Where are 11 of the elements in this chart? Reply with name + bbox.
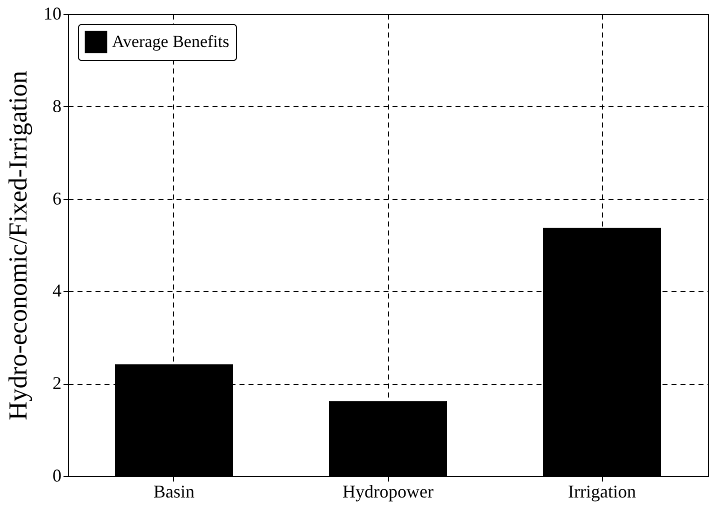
y-tick-label: 8	[52, 96, 62, 116]
x-tick-label: Hydropower	[342, 482, 434, 502]
y-tick-label: 2	[52, 373, 62, 394]
y-tick-label: 0	[52, 466, 62, 486]
y-tick-label: 10	[44, 4, 62, 24]
y-tick-label: 4	[52, 280, 62, 301]
y-axis-title: Hydro-economic/Fixed-Irrigation	[4, 70, 32, 420]
y-tick-label: 6	[52, 188, 62, 208]
x-tick-label: Irrigation	[568, 482, 636, 502]
x-tick-label: Basin	[153, 482, 194, 502]
legend-label: Average Benefits	[112, 32, 230, 51]
